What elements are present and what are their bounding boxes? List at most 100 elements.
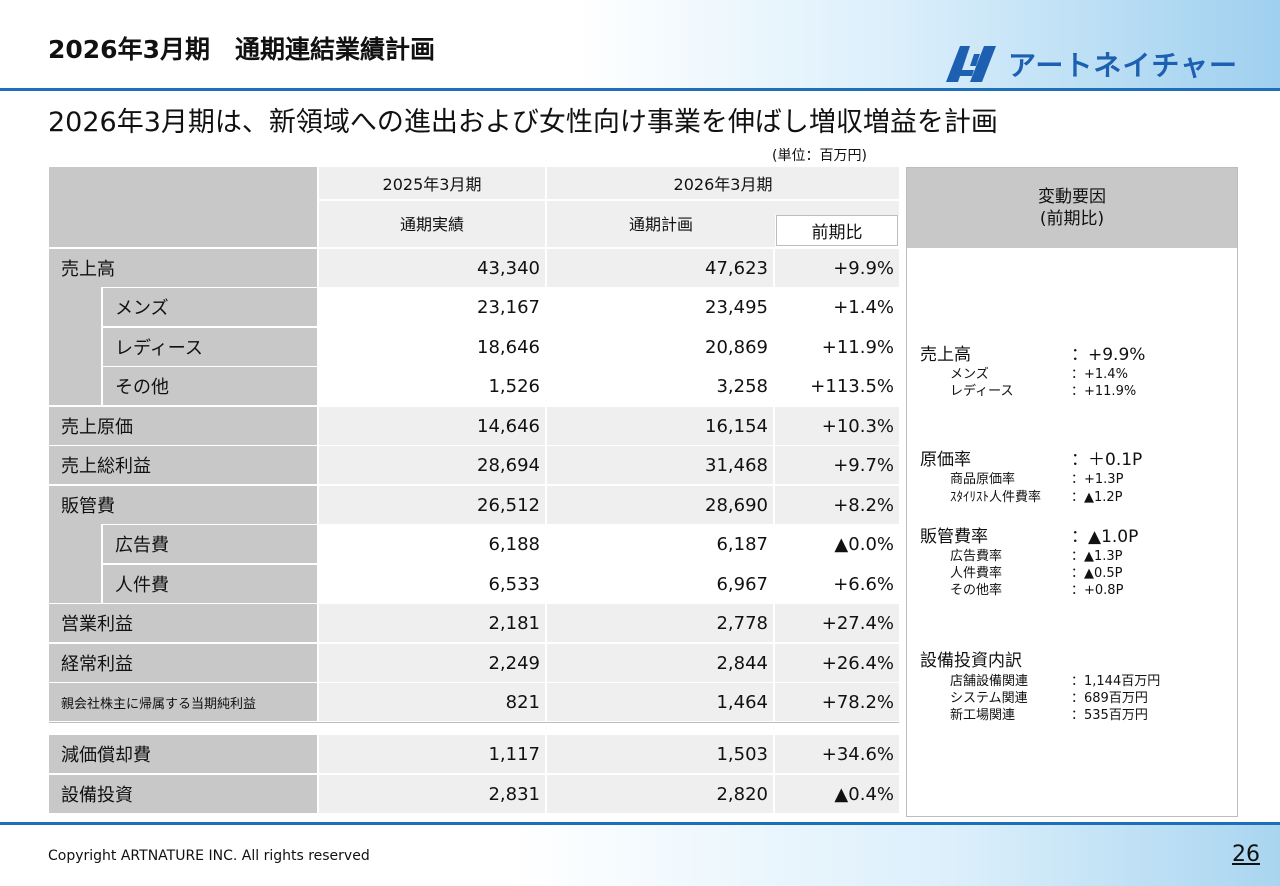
row-yoy: +78.2%	[775, 683, 899, 721]
factor-cost-label: 原価率	[920, 450, 971, 470]
header-fy2025: 2025年3月期	[319, 167, 545, 199]
row-label: メンズ	[103, 288, 317, 326]
row-label: 営業利益	[49, 604, 317, 642]
factor-item-label: その他率	[950, 583, 1003, 598]
factor-capex-label: 設備投資内訳	[920, 651, 1022, 671]
row-label: レディース	[103, 328, 317, 366]
factor-item-value: ：▲1.2P	[1071, 490, 1123, 505]
row-yoy: +11.9%	[775, 328, 899, 366]
factor-item-value: ：▲1.3P	[1071, 549, 1123, 564]
row-yoy: +34.6%	[775, 735, 899, 773]
indent-block	[49, 287, 101, 405]
header-actual: 通期実績	[319, 201, 545, 247]
row-plan: 1,503	[547, 735, 773, 773]
row-actual: 2,249	[319, 644, 545, 682]
results-table: 2025年3月期 2026年3月期 通期実績 通期計画 前期比 売上高 43,3…	[49, 167, 899, 817]
row-yoy: +26.4%	[775, 644, 899, 682]
slide-title: 2026年3月期 通期連結業績計画	[48, 35, 435, 64]
row-yoy: +6.6%	[775, 565, 899, 603]
factor-item-value: ：+1.3P	[1071, 472, 1124, 487]
row-yoy: +1.4%	[775, 288, 899, 326]
row-yoy: +27.4%	[775, 604, 899, 642]
row-label: その他	[103, 367, 317, 405]
row-plan: 2,778	[547, 604, 773, 642]
row-actual: 1,526	[319, 367, 545, 405]
row-plan: 6,967	[547, 565, 773, 603]
factor-item-label: メンズ	[950, 367, 989, 382]
header-band	[0, 0, 1280, 90]
row-actual: 2,831	[319, 775, 545, 813]
factor-item-label: システム関連	[950, 691, 1028, 706]
row-yoy: +10.3%	[775, 407, 899, 445]
row-actual: 43,340	[319, 249, 545, 287]
factor-item-value: ：1,144百万円	[1071, 674, 1161, 689]
row-label: 売上原価	[49, 407, 317, 445]
row-plan: 28,690	[547, 486, 773, 524]
row-plan: 2,820	[547, 775, 773, 813]
row-label: 売上総利益	[49, 446, 317, 484]
row-plan: 31,468	[547, 446, 773, 484]
table-divider	[49, 722, 899, 723]
row-actual: 23,167	[319, 288, 545, 326]
header-yoy: 前期比	[776, 215, 898, 246]
row-plan: 2,844	[547, 644, 773, 682]
row-label: 親会社株主に帰属する当期純利益	[49, 683, 317, 721]
row-actual: 18,646	[319, 328, 545, 366]
row-actual: 821	[319, 683, 545, 721]
row-label: 経常利益	[49, 644, 317, 682]
header-fy2026: 2026年3月期	[547, 167, 899, 199]
factor-item-label: 広告費率	[950, 549, 1003, 564]
factor-item-label: 人件費率	[950, 566, 1003, 581]
company-logo: アートネイチャー	[944, 44, 1264, 84]
header-plan: 通期計画	[547, 201, 775, 247]
row-label: 減価償却費	[49, 735, 317, 773]
row-plan: 6,187	[547, 525, 773, 563]
factor-item-value: ：535百万円	[1071, 708, 1148, 723]
row-label: 売上高	[49, 249, 317, 287]
row-actual: 1,117	[319, 735, 545, 773]
row-plan: 23,495	[547, 288, 773, 326]
factor-sales-label: 売上高	[920, 345, 971, 365]
row-label: 設備投資	[49, 775, 317, 813]
factors-panel: 変動要因 (前期比) 売上高 ：+9.9% メンズ ：+1.4% レディース ：…	[906, 167, 1238, 817]
row-plan: 20,869	[547, 328, 773, 366]
factor-item-value: ：▲0.5P	[1071, 566, 1123, 581]
indent-block	[49, 524, 101, 603]
row-plan: 3,258	[547, 367, 773, 405]
row-plan: 1,464	[547, 683, 773, 721]
factor-item-value: ：689百万円	[1071, 691, 1148, 706]
row-yoy: ▲0.0%	[775, 525, 899, 563]
page-subtitle: 2026年3月期は、新領域への進出および女性向け事業を伸ばし増収増益を計画	[48, 107, 998, 138]
row-actual: 28,694	[319, 446, 545, 484]
row-actual: 6,188	[319, 525, 545, 563]
factor-sga-value: ：▲1.0P	[1071, 527, 1139, 547]
factor-item-value: ：+11.9%	[1071, 384, 1137, 399]
row-label: 人件費	[103, 565, 317, 603]
factor-item-label: レディース	[950, 384, 1014, 399]
copyright-text: Copyright ARTNATURE INC. All rights rese…	[48, 848, 370, 864]
factors-header: 変動要因 (前期比)	[907, 168, 1237, 248]
row-actual: 2,181	[319, 604, 545, 642]
factor-item-label: 商品原価率	[950, 472, 1016, 487]
factors-title: 変動要因	[1038, 187, 1106, 207]
factor-sales-value: ：+9.9%	[1071, 345, 1146, 365]
row-actual: 14,646	[319, 407, 545, 445]
row-yoy: ▲0.4%	[775, 775, 899, 813]
row-yoy: +8.2%	[775, 486, 899, 524]
unit-note: (単位：百万円)	[772, 148, 867, 164]
factor-item-label: ｽﾀｲﾘｽﾄ人件費率	[950, 490, 1042, 505]
row-yoy: +9.9%	[775, 249, 899, 287]
factor-item-value: ：+1.4%	[1071, 367, 1128, 382]
row-yoy: +113.5%	[775, 367, 899, 405]
factors-subtitle: (前期比)	[1039, 209, 1105, 229]
row-label: 販管費	[49, 486, 317, 524]
row-label: 広告費	[103, 525, 317, 563]
factor-item-label: 新工場関連	[950, 708, 1016, 723]
factor-item-label: 店舗設備関連	[950, 674, 1029, 689]
factor-item-value: ：+0.8P	[1071, 583, 1124, 598]
AN-logo-icon	[946, 46, 996, 82]
factor-cost-value: ：＋0.1P	[1071, 450, 1143, 470]
row-actual: 26,512	[319, 486, 545, 524]
row-actual: 6,533	[319, 565, 545, 603]
row-plan: 47,623	[547, 249, 773, 287]
